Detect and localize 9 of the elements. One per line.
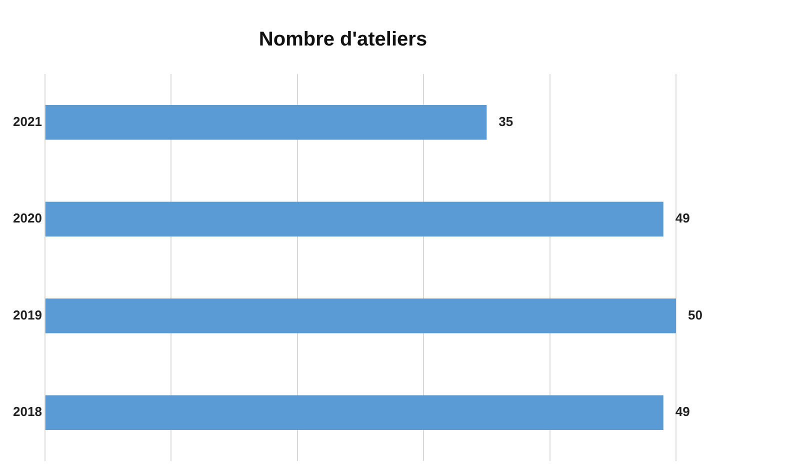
y-tick-label: 2021 [13,114,42,129]
data-label: 49 [675,404,690,420]
y-tick-label: 2019 [13,307,42,322]
data-label: 49 [675,210,690,226]
y-tick-label: 2020 [13,210,42,226]
y-tick-label: 2018 [13,404,42,420]
data-label: 35 [498,114,514,129]
chart-title: Nombre d'ateliers [258,28,428,51]
data-label: 50 [688,307,702,322]
